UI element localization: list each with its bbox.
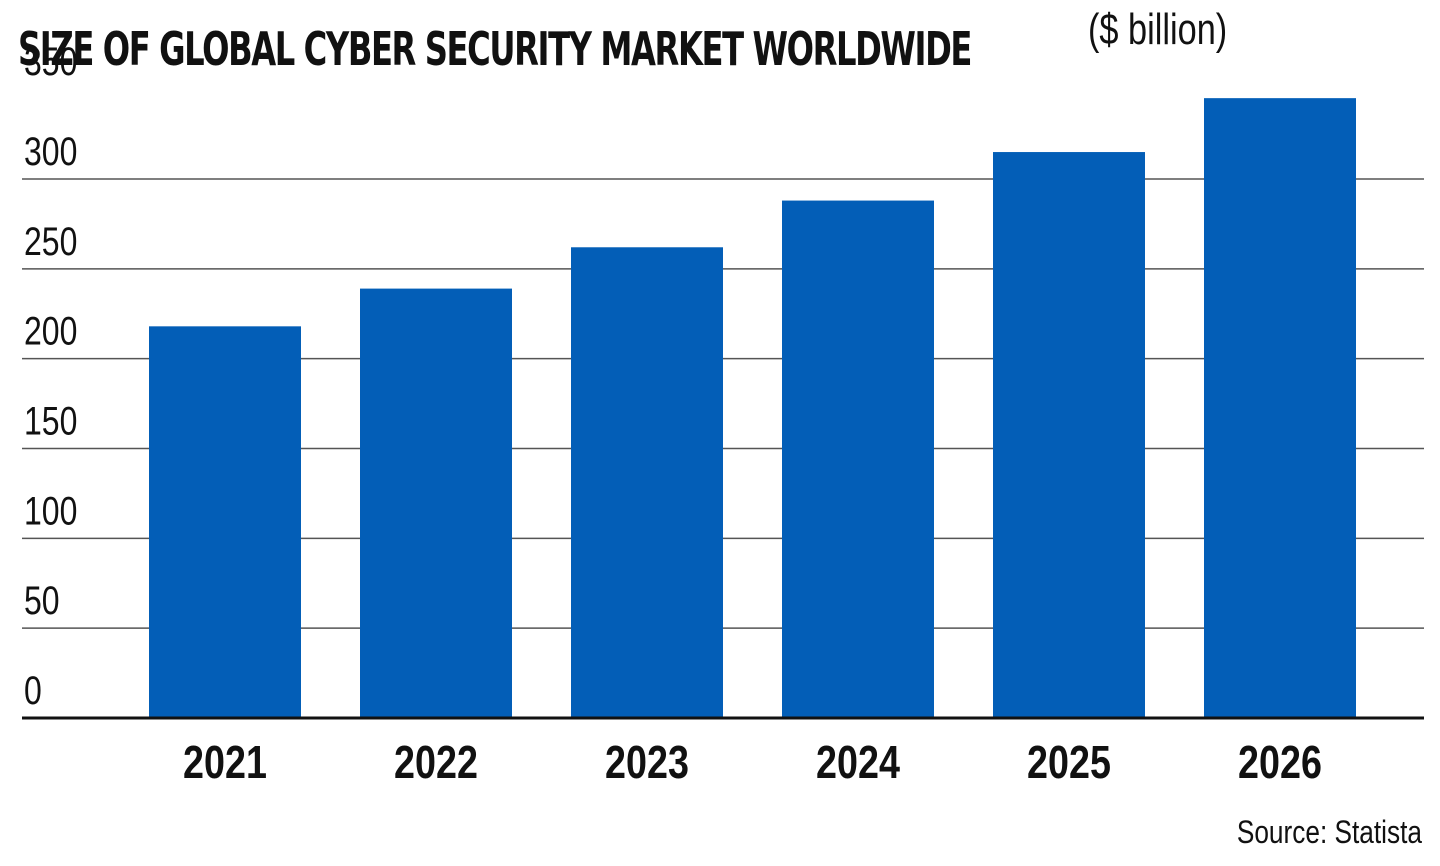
x-tick-label: 2024 xyxy=(816,736,900,787)
bar-2024 xyxy=(782,200,934,718)
x-tick-label: 2026 xyxy=(1238,736,1322,787)
bar-2022 xyxy=(360,288,512,718)
bar-2025 xyxy=(993,152,1145,719)
y-tick-label: 150 xyxy=(24,398,77,443)
y-tick-label: 350 xyxy=(24,39,77,84)
y-tick-label: 200 xyxy=(24,308,77,353)
y-tick-label: 300 xyxy=(24,129,77,174)
y-axis-ticks: 0 50 100 150 200 250 300 350 xyxy=(24,39,77,713)
bar-2021 xyxy=(149,326,301,718)
bar-2026 xyxy=(1204,98,1356,718)
y-tick-label: 0 xyxy=(24,668,42,713)
x-tick-label: 2025 xyxy=(1027,736,1111,787)
chart-title: SIZE OF GLOBAL CYBER SECURITY MARKET WOR… xyxy=(18,22,972,76)
y-tick-label: 100 xyxy=(24,488,77,533)
bar-2023 xyxy=(571,247,723,719)
y-tick-label: 50 xyxy=(24,578,60,623)
y-tick-label: 250 xyxy=(24,218,77,263)
x-tick-label: 2023 xyxy=(605,736,689,787)
x-tick-label: 2021 xyxy=(183,736,267,787)
bars xyxy=(149,98,1356,719)
source-note: Source: Statista xyxy=(1237,816,1423,851)
x-tick-label: 2022 xyxy=(394,736,478,787)
chart-subtitle-unit: ($ billion) xyxy=(1088,5,1228,54)
x-axis-ticks: 2021 2022 2023 2024 2025 2026 xyxy=(183,736,1322,787)
chart-title-line: SIZE OF GLOBAL CYBER SECURITY MARKET WOR… xyxy=(18,22,1379,76)
